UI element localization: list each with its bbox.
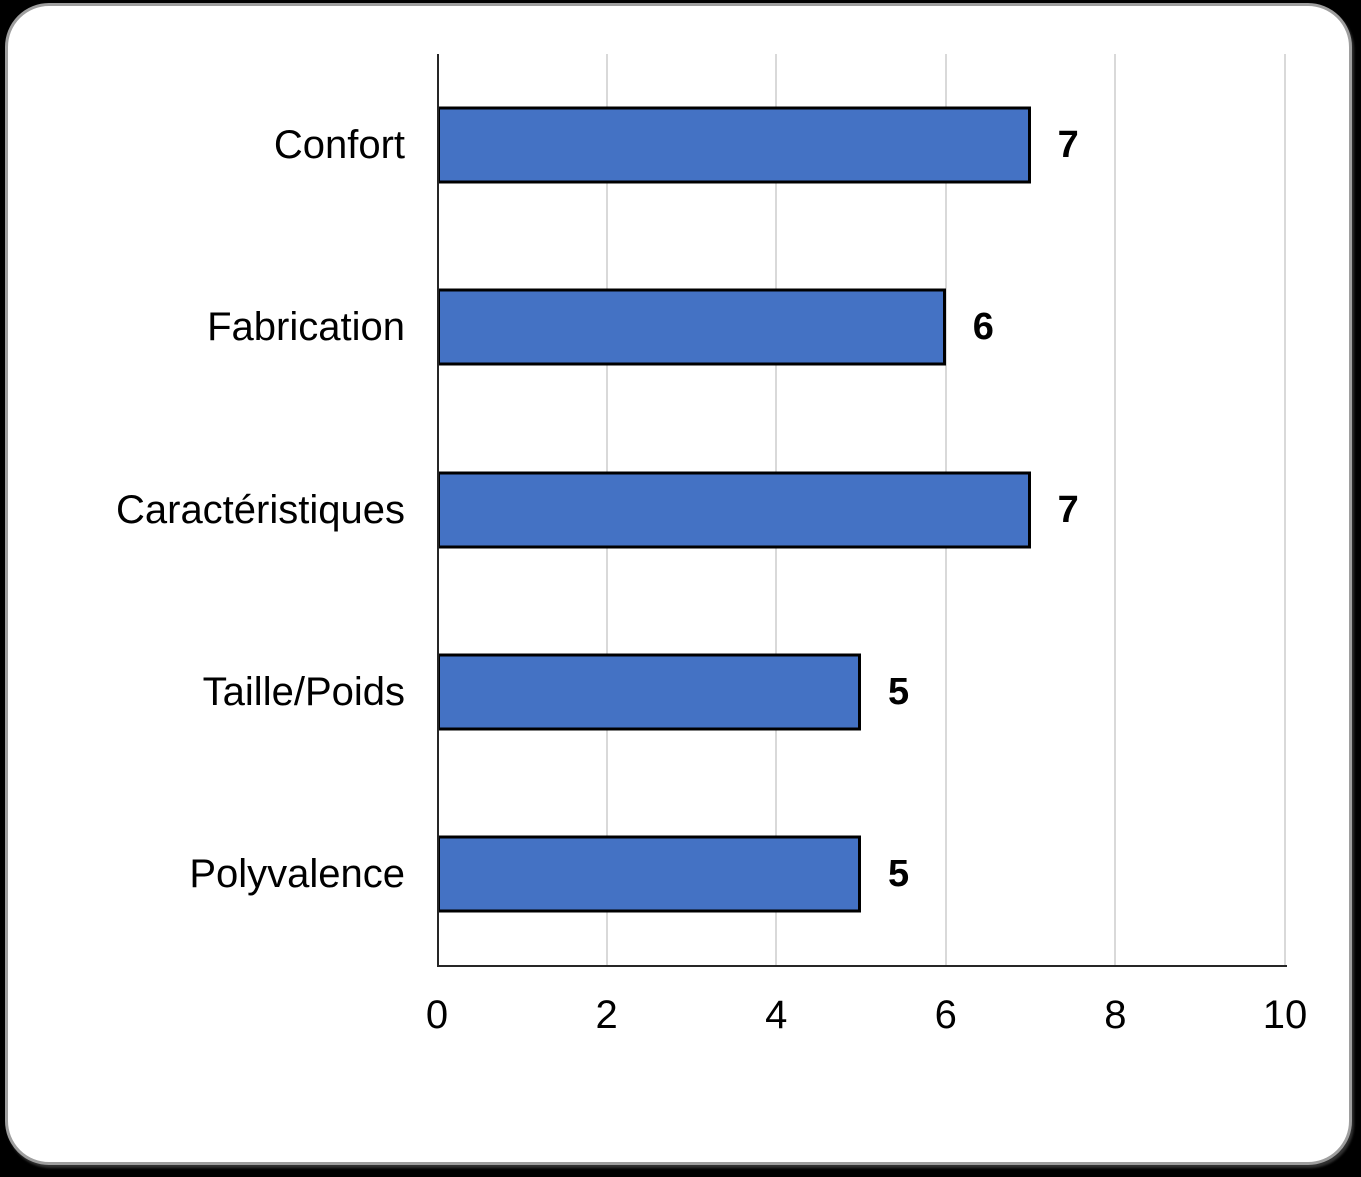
x-axis-line	[437, 965, 1287, 967]
x-tick-label: 6	[934, 993, 957, 1037]
data-label: 5	[888, 670, 910, 713]
bar-1	[437, 288, 946, 366]
gridline	[1114, 54, 1117, 965]
data-label: 7	[1057, 124, 1079, 167]
bar-3	[437, 653, 861, 731]
x-tick-label: 10	[1262, 993, 1308, 1037]
x-tick-label: 0	[425, 993, 449, 1037]
bar-4	[437, 835, 861, 913]
gridline	[1284, 54, 1286, 965]
plot-area: 7 6 7 5 5	[437, 54, 1287, 967]
category-label: Fabrication	[207, 305, 405, 350]
data-label: 5	[888, 852, 910, 895]
x-tick-label: 4	[765, 993, 788, 1037]
category-label: Polyvalence	[189, 851, 405, 896]
data-label: 6	[972, 306, 994, 349]
x-tick-label: 8	[1104, 993, 1127, 1037]
x-tick-label: 2	[595, 993, 618, 1037]
bar-0	[437, 106, 1031, 184]
category-label: Confort	[273, 123, 405, 168]
y-axis-line	[437, 54, 439, 965]
data-label: 7	[1057, 488, 1079, 531]
category-label: Taille/Poids	[202, 669, 405, 714]
category-axis-labels: Confort Fabrication Caractéristiques Taille…	[0, 54, 405, 965]
value-axis-labels: 0 2 4 6 8 10	[426, 993, 1307, 1053]
bar-2	[437, 471, 1031, 548]
category-label: Caractéristiques	[115, 487, 405, 532]
chart-card	[5, 3, 1352, 1165]
